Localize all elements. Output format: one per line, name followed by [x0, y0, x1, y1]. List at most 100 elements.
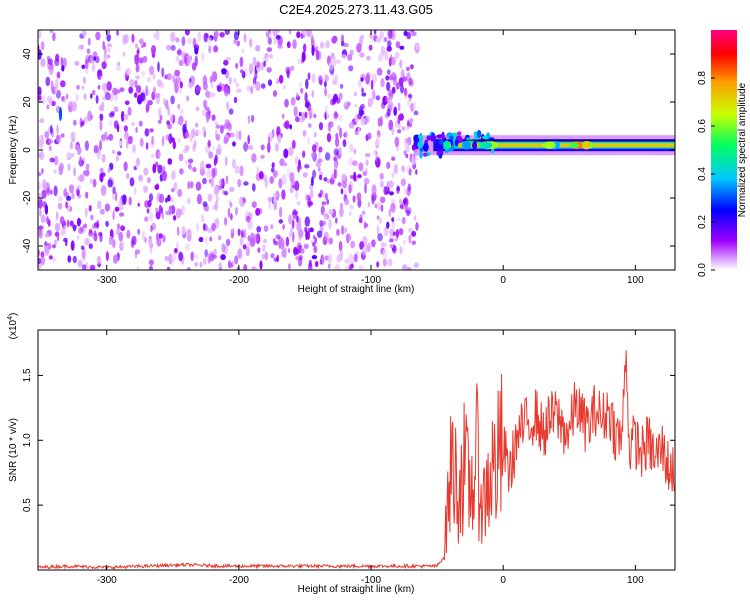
spectrogram-noise-cell — [254, 71, 258, 80]
spectrogram-noise-cell — [282, 223, 285, 230]
spectrogram-noise-cell — [195, 181, 202, 191]
spectrogram-noise-cell — [56, 71, 61, 79]
spectrogram-noise-cell — [166, 44, 172, 51]
x-tick-label: -100 — [361, 575, 381, 586]
spectrogram-noise-cell — [237, 248, 243, 260]
spectrogram-noise-cell — [144, 236, 147, 244]
spectrogram-noise-cell — [147, 200, 152, 208]
spectrogram-noise-cell — [269, 176, 275, 184]
spectrogram-noise-cell — [207, 90, 211, 99]
spectrogram-noise-cell — [136, 265, 140, 270]
spectrogram-noise-cell — [348, 253, 354, 265]
spectrogram-noise-cell — [307, 136, 310, 146]
spectrogram-noise-cell — [38, 181, 41, 191]
spectrogram-noise-cell — [380, 204, 384, 212]
spectrogram-noise-cell — [106, 54, 111, 59]
spectrogram-noise-cell — [82, 30, 87, 37]
spectrogram-noise-cell — [408, 77, 413, 85]
spectrogram-noise-cell — [327, 121, 332, 132]
spectrogram-noise-cell — [215, 124, 221, 129]
spectrogram-noise-cell — [53, 185, 58, 197]
spectrogram-noise-cell — [311, 255, 318, 260]
ridge-blob — [491, 148, 495, 154]
spectrogram-noise-cell — [333, 111, 338, 120]
spectrogram-noise-cell — [191, 62, 197, 71]
spectrogram-noise-cell — [45, 76, 51, 87]
spectrogram-noise-cell — [186, 54, 192, 66]
spectrogram-noise-cell — [239, 196, 244, 207]
spectrogram-noise-cell — [41, 95, 46, 105]
spectrogram-noise-cell — [101, 153, 106, 163]
spectrogram-noise-cell — [382, 248, 388, 259]
spectrogram-noise-cell — [232, 141, 236, 147]
spectrogram-noise-cell — [144, 128, 150, 137]
spectrogram-noise-cell — [256, 166, 260, 174]
spectrogram-noise-cell — [111, 150, 116, 154]
spectrogram-noise-cell — [318, 192, 322, 198]
spectrogram-noise-cell — [367, 242, 371, 253]
spectrogram-noise-cell — [306, 30, 312, 38]
spectrogram-noise-cell — [304, 101, 310, 109]
spectrogram-noise-cell — [236, 40, 240, 47]
spectrogram-noise-cell — [177, 137, 181, 144]
spectrogram-noise-cell — [348, 210, 352, 217]
spectrogram-noise-cell — [209, 92, 216, 98]
spectrogram-noise-cell — [119, 212, 125, 217]
spectrogram-noise-cell — [67, 163, 71, 171]
spectrogram-noise-cell — [74, 60, 80, 66]
spectrogram-noise-cell — [232, 159, 236, 169]
spectrogram-noise-cell — [357, 174, 362, 179]
spectrogram-feature — [58, 107, 63, 121]
spectrogram-noise-cell — [154, 161, 159, 168]
spectrogram-noise-cell — [324, 105, 328, 114]
spectrogram-noise-cell — [399, 45, 405, 50]
spectrogram-noise-cell — [207, 193, 213, 202]
spectrogram-noise-cell — [375, 134, 381, 146]
spectrogram-noise-cell — [145, 85, 149, 96]
spectrogram-noise-cell — [386, 108, 391, 117]
spectrogram-noise-cell — [290, 65, 295, 71]
spectrogram-noise-cell — [288, 263, 291, 270]
spectrogram-noise-cell — [397, 129, 402, 134]
spectrogram-noise-cell — [88, 229, 93, 234]
spectrogram-noise-cell — [85, 191, 89, 199]
spectrogram-noise-cell — [250, 114, 255, 123]
spectrogram-noise-cell — [353, 171, 357, 182]
spectrogram-noise-cell — [375, 151, 378, 162]
spectrogram-noise-cell — [239, 165, 244, 177]
spectrogram-noise-cell — [206, 168, 212, 179]
spectrogram-noise-cell — [273, 197, 277, 204]
spectrogram-noise-cell — [305, 78, 309, 90]
spectrogram-noise-cell — [385, 96, 388, 103]
spectrogram-noise-cell — [378, 217, 382, 224]
spectrogram-noise-cell — [202, 201, 208, 208]
spectrogram-noise-cell — [179, 108, 185, 115]
spectrogram-noise-cell — [105, 92, 111, 101]
spectrogram-noise-cell — [237, 178, 242, 188]
spectrogram-noise-cell — [233, 39, 237, 44]
spectrogram-noise-cell — [319, 220, 323, 227]
spectrogram-noise-cell — [223, 137, 228, 145]
spectrogram-noise-cell — [118, 140, 123, 147]
spectrogram-noise-cell — [337, 182, 342, 187]
spectrogram-noise-cell — [231, 260, 236, 266]
spectrogram-noise-cell — [172, 140, 176, 150]
spectrogram-noise-cell — [343, 101, 347, 107]
spectrogram-noise-cell — [205, 163, 212, 169]
spectrogram-noise-cell — [45, 233, 50, 238]
spectrogram-noise-cell — [229, 132, 235, 138]
spectrogram-noise-cell — [221, 243, 226, 253]
spectrogram-noise-cell — [290, 97, 296, 106]
spectrogram-noise-cell — [270, 224, 274, 230]
spectrogram-noise-cell — [237, 228, 241, 236]
spectrogram-noise-cell — [201, 51, 205, 62]
spectrogram-noise-cell — [57, 202, 63, 210]
spectrogram-noise-cell — [142, 42, 147, 48]
spectrogram-noise-cell — [263, 60, 266, 67]
spectrogram-noise-cell — [290, 179, 296, 186]
spectrogram-noise-cell — [91, 89, 96, 96]
spectrogram-noise-cell — [287, 168, 291, 176]
spectrogram-noise-cell — [80, 245, 85, 250]
spectrogram-noise-cell — [214, 120, 218, 126]
y-tick-label: -40 — [22, 238, 33, 253]
